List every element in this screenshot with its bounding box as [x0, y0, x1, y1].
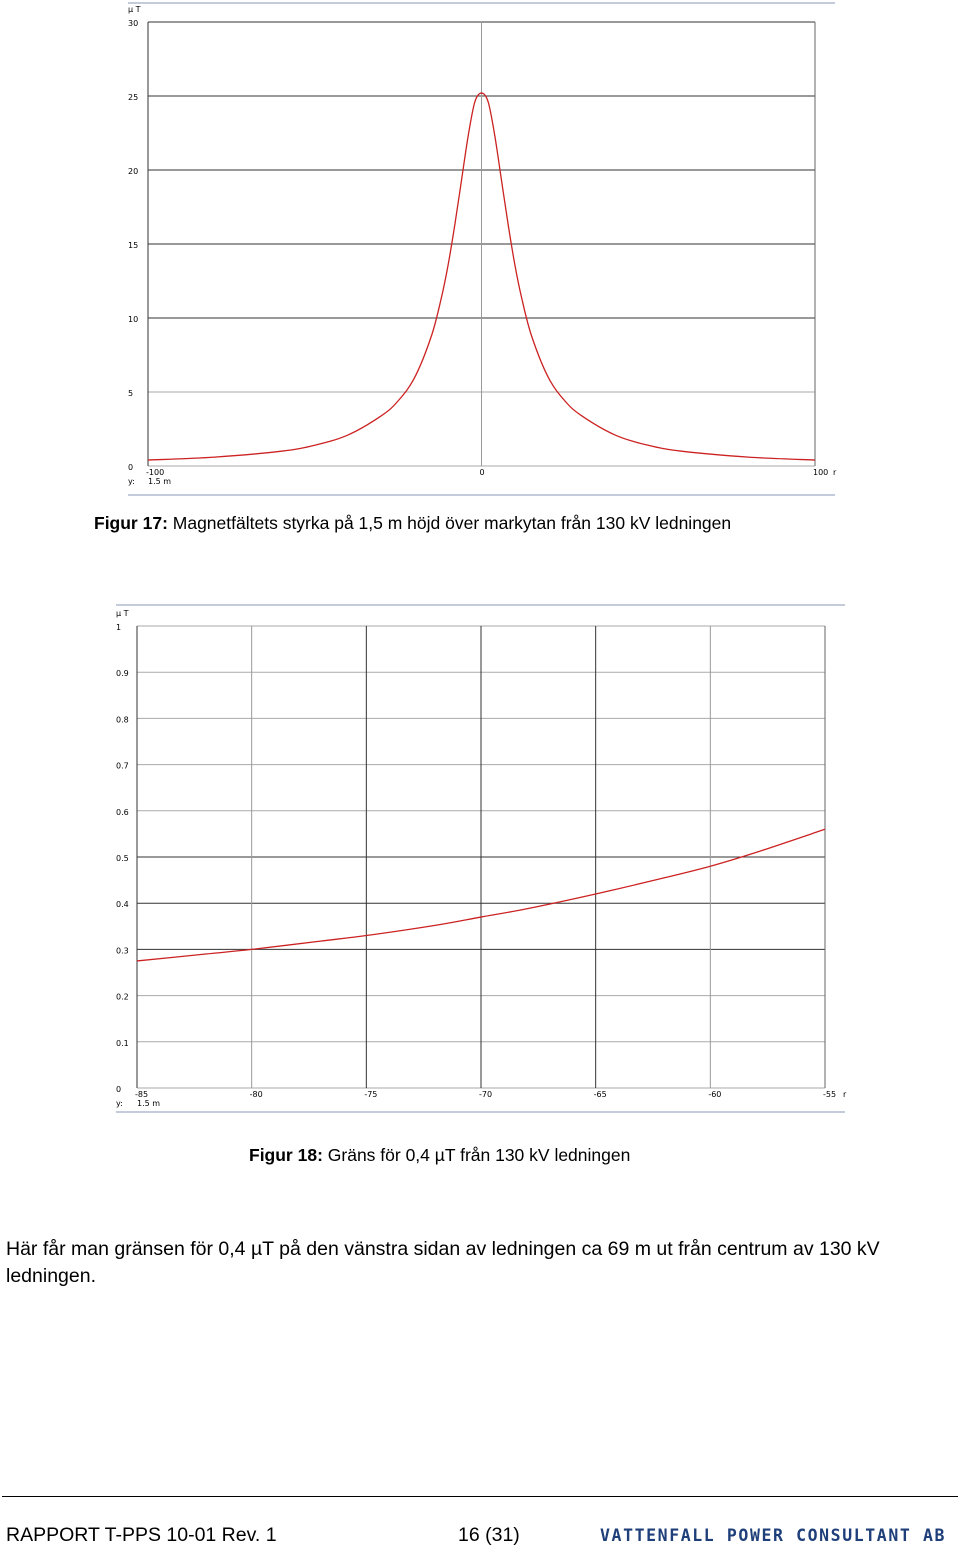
x-tick-label: 0 [480, 468, 485, 477]
x-tick-label: -70 [479, 1090, 492, 1099]
chart-17-svg: 30 25 20 15 10 5 0 -100 0 100 r µ T y: 1.5 m [128, 2, 837, 496]
x-tick-label: -60 [708, 1090, 721, 1099]
y-tick-label: 5 [128, 389, 133, 398]
figure-17-label: Figur 17: [94, 513, 168, 533]
figure-17-caption: Figur 17: Magnetfältets styrka på 1,5 m … [94, 513, 731, 534]
x-tick-label: -75 [364, 1090, 377, 1099]
figure-18-chart: 1 0.9 0.8 0.7 0.6 0.5 0.4 0.3 0.2 0.1 0 -85 -80 -75 -7… [0, 602, 960, 1127]
x-tick-label: -80 [250, 1090, 263, 1099]
company-logo: VATTENFALL POWER CONSULTANT AB [600, 1526, 947, 1545]
x-tick-label: -100 [146, 468, 164, 477]
y-tick-label: 0.1 [116, 1039, 129, 1048]
y-tick-label: 0.3 [116, 946, 129, 955]
figure-17-text: Magnetfältets styrka på 1,5 m höjd över … [167, 513, 732, 533]
x-tick-label: -85 [135, 1090, 148, 1099]
y-tick-label: 10 [128, 315, 138, 324]
x-unit-label: r [833, 468, 837, 477]
y-tick-label: 30 [128, 19, 138, 28]
y-position-value: 1.5 m [137, 1099, 160, 1108]
figure-17-chart: 30 25 20 15 10 5 0 -100 0 100 r µ T y: 1.5 m [0, 0, 960, 505]
y-tick-label: 0 [116, 1085, 121, 1094]
figure-18-label: Figur 18: [249, 1145, 323, 1165]
y-tick-label: 25 [128, 93, 138, 102]
y-tick-label: 0.2 [116, 993, 129, 1002]
x-tick-label: -65 [594, 1090, 607, 1099]
y-tick-label: 0.9 [116, 669, 129, 678]
y-tick-label: 0.5 [116, 854, 129, 863]
x-unit-label: r [843, 1090, 847, 1099]
y-position-label: y: [128, 477, 135, 486]
footer-page-number: 16 (31) [458, 1524, 520, 1546]
body-paragraph: Här får man gränsen för 0,4 µT på den vä… [6, 1238, 880, 1287]
y-tick-label: 0.7 [116, 762, 129, 771]
footer-divider [2, 1496, 958, 1497]
y-tick-label: 1 [116, 623, 121, 632]
y-tick-label: 0.8 [116, 715, 129, 724]
y-unit-label: µ T [128, 5, 141, 14]
y-position-value: 1.5 m [148, 477, 171, 486]
y-tick-label: 0 [128, 463, 133, 472]
figure-18-text: Gräns för 0,4 µT från 130 kV ledningen [322, 1145, 631, 1165]
y-unit-label: µ T [116, 609, 129, 618]
x-tick-label: 100 [813, 468, 828, 477]
y-tick-label: 20 [128, 167, 138, 176]
chart-18-svg: 1 0.9 0.8 0.7 0.6 0.5 0.4 0.3 0.2 0.1 0 -85 -80 -75 -7… [116, 604, 847, 1113]
y-tick-label: 0.6 [116, 808, 129, 817]
y-position-label: y: [116, 1099, 123, 1108]
x-tick-label: -55 [823, 1090, 836, 1099]
y-tick-label: 15 [128, 241, 138, 250]
footer-report-id: RAPPORT T-PPS 10-01 Rev. 1 [6, 1524, 277, 1546]
y-tick-label: 0.4 [116, 900, 129, 909]
figure-18-caption: Figur 18: Gräns för 0,4 µT från 130 kV l… [249, 1145, 630, 1166]
